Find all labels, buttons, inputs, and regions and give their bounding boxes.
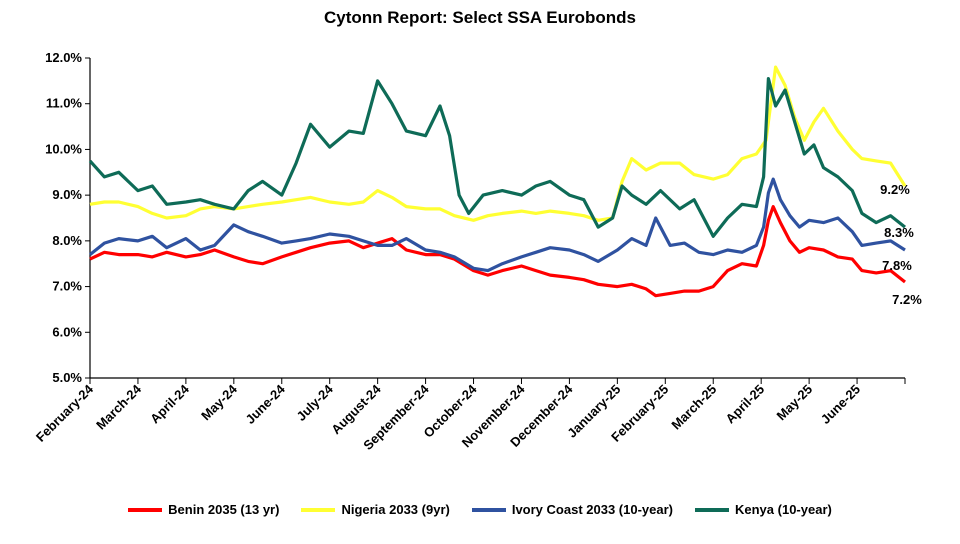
series-line-benin-2035-13-yr: [89, 205, 906, 298]
end-value-label: 7.2%: [892, 292, 922, 307]
series-line-nigeria-2033-9yr: [89, 65, 907, 222]
series-line-ivory-coast-2033-10-year: [89, 177, 906, 273]
chart-title: Cytonn Report: Select SSA Eurobonds: [323, 8, 636, 27]
x-tick-label: April-25: [722, 382, 767, 427]
y-tick-label: 12.0%: [45, 50, 82, 65]
y-tick-label: 7.0%: [52, 279, 82, 294]
legend-item: Kenya (10-year): [695, 502, 832, 517]
series-lines: [88, 65, 907, 298]
legend-swatch: [471, 507, 506, 512]
legend-swatch: [695, 507, 729, 512]
legend-item: Nigeria 2033 (9yr): [301, 502, 450, 517]
end-value-label: 9.2%: [880, 182, 910, 197]
legend: Benin 2035 (13 yr) Nigeria 2033 (9yr) Ivor…: [0, 502, 960, 517]
x-tick-label: May-25: [773, 382, 815, 424]
series-line-kenya-10-year: [88, 77, 906, 238]
y-tick-label: 5.0%: [52, 370, 82, 385]
x-tick-label: May-24: [198, 381, 240, 423]
legend-label: Nigeria 2033 (9yr): [341, 502, 450, 517]
y-tick-label: 11.0%: [46, 96, 83, 111]
y-tick-label: 8.0%: [52, 233, 82, 248]
x-tick-label: June-25: [818, 382, 863, 427]
legend-item: Benin 2035 (13 yr): [128, 502, 279, 517]
legend-label: Kenya (10-year): [735, 502, 832, 517]
x-tick-label: April-24: [147, 381, 192, 426]
legend-swatch: [301, 507, 336, 512]
legend-label: Ivory Coast 2033 (10-year): [511, 502, 673, 517]
legend-swatch: [128, 507, 163, 512]
y-tick-label: 9.0%: [52, 187, 82, 202]
x-tick-label: February-24: [33, 381, 97, 445]
x-tick-label: March-25: [668, 382, 719, 433]
end-value-label: 7.8%: [882, 258, 912, 273]
x-tick-label: July-24: [294, 381, 337, 424]
legend-item: Ivory Coast 2033 (10-year): [471, 502, 673, 517]
legend-label: Benin 2035 (13 yr): [168, 502, 280, 517]
x-tick-label: June-24: [243, 381, 289, 427]
x-tick-label: March-24: [93, 381, 145, 433]
end-labels: 7.2% 9.2% 7.8% 8.3%: [880, 182, 922, 307]
end-value-label: 8.3%: [884, 225, 914, 240]
y-tick-label: 10.0%: [45, 141, 82, 156]
y-tick-label: 6.0%: [52, 324, 82, 339]
axes: 5.0% 6.0% 7.0% 8.0% 9.0% 10.0% 11.0% 12.0% Febru…: [33, 50, 906, 453]
